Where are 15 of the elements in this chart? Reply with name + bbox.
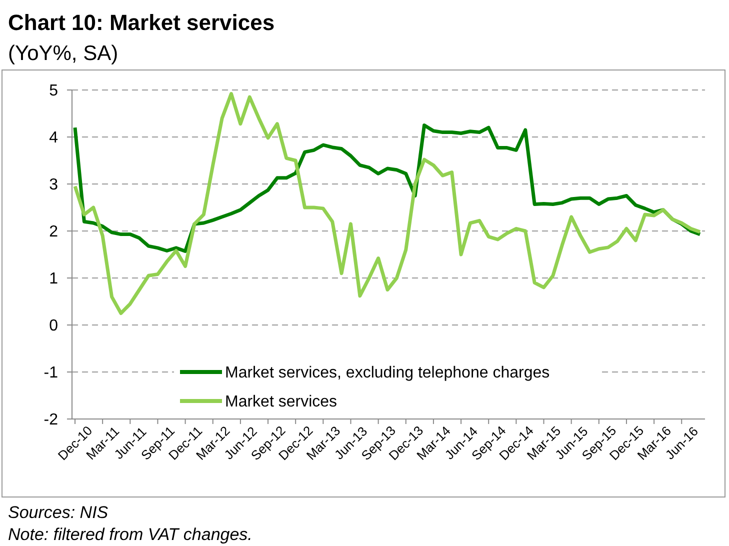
legend-label: Market services, excluding telephone charges	[225, 364, 550, 382]
source-note: Sources: NIS	[8, 503, 109, 522]
y-tick-label: 2	[49, 224, 58, 241]
y-tick-label: 5	[49, 82, 58, 100]
y-tick-label: 3	[49, 176, 58, 194]
y-tick-label: 1	[49, 270, 58, 288]
y-tick-label: 4	[49, 130, 58, 147]
text: Note: filtered from VAT changes.	[8, 525, 252, 544]
chart-subtitle: (YoY%, SA)	[8, 42, 118, 65]
line-series	[73, 92, 702, 315]
y-tick-label: -1	[44, 364, 58, 382]
chart-title: Chart 10: Market services	[8, 10, 275, 35]
y-tick-label: 0	[49, 318, 58, 335]
legend-label: Market services	[225, 394, 338, 411]
y-tick-label: -2	[44, 412, 58, 429]
